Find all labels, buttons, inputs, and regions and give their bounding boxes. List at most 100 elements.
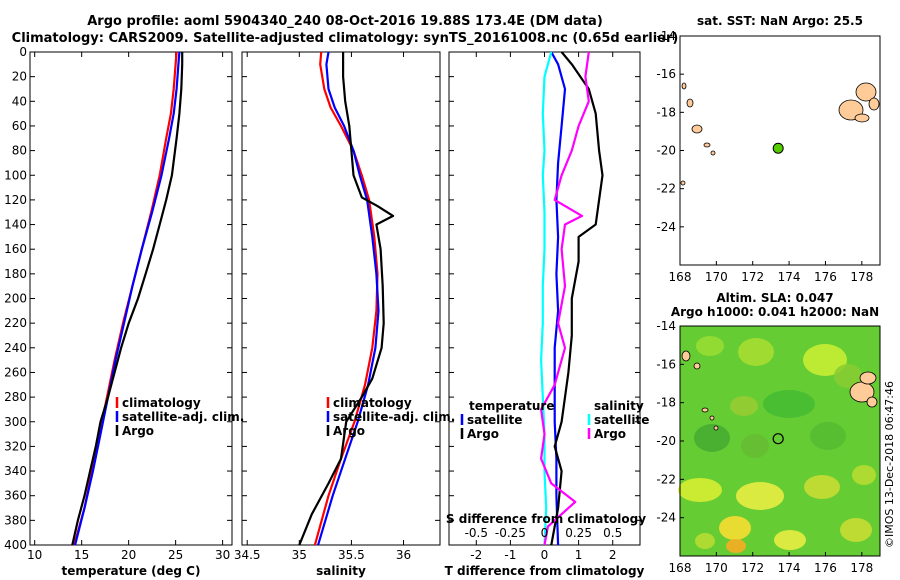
series-line-t-argo — [550, 51, 604, 546]
sla-map-panel: 168 170 172 174 176 178 -14 -16 -18 -20 -22 -24 Alti… — [656, 291, 881, 575]
x-tick-label: 174 — [778, 561, 801, 575]
y-tick-label: -24 — [656, 511, 676, 525]
legend-label: climatology — [122, 396, 201, 410]
legend-label: Argo — [122, 424, 154, 438]
legend-label: satellite — [467, 413, 522, 427]
island-shape — [710, 150, 716, 156]
sla-anomaly-blob — [763, 390, 815, 418]
island-shape — [681, 350, 691, 362]
x-tick-label: 174 — [778, 270, 801, 284]
series-line-argo — [298, 52, 395, 546]
y-tick-label: 220 — [4, 316, 27, 330]
legend-right-title: salinity — [594, 399, 644, 413]
argo-float-marker — [772, 142, 784, 154]
y-tick-label: -14 — [656, 319, 676, 333]
x-tick-label: 0 — [541, 548, 549, 562]
x-tick-label: 35.5 — [338, 548, 365, 562]
island-shape — [859, 371, 877, 385]
x-tick-label: 25 — [168, 548, 183, 562]
sla-anomaly-blob — [726, 539, 746, 553]
sst-map-panel: 168 170 172 174 176 178 -14 -16 -18 -20 -22 -24 sat.… — [656, 14, 881, 284]
y-tick-label: 400 — [4, 538, 27, 552]
x-tick-label: 172 — [741, 270, 764, 284]
y-tick-label: 260 — [4, 365, 27, 379]
y-tick-label: 160 — [4, 242, 27, 256]
y-tick-label: 240 — [4, 341, 27, 355]
y-tick-label: 280 — [4, 390, 27, 404]
island-shape — [701, 407, 709, 413]
y-tick-label: 320 — [4, 439, 27, 453]
sla-anomaly-blob — [774, 530, 806, 550]
salinity-xlabel: salinity — [316, 564, 366, 578]
y-tick-label: 380 — [4, 513, 27, 527]
x-tick-label: -2 — [470, 548, 482, 562]
series-line-s-satellite — [539, 51, 553, 546]
x-tick-label: 176 — [814, 561, 837, 575]
y-tick-label: -24 — [656, 220, 676, 234]
sla-anomaly-blob — [695, 533, 715, 549]
series-line-satellite-adj-clim- — [74, 51, 181, 546]
legend-label: Argo — [594, 427, 626, 441]
s-tick-label: 0.25 — [565, 526, 592, 540]
s-tick-label: 0 — [541, 526, 549, 540]
series-line-s-argo — [539, 51, 590, 546]
legend-label: Argo — [467, 427, 499, 441]
plots-layer: 0204060801001201401601802002202402602803… — [4, 14, 881, 578]
x-tick-label: 30 — [215, 548, 230, 562]
legend-label: Argo — [333, 424, 365, 438]
sla-anomaly-blob — [804, 475, 840, 499]
island-shape — [680, 180, 686, 186]
y-tick-label: 40 — [12, 94, 27, 108]
x-tick-label: 168 — [669, 270, 692, 284]
y-tick-label: 340 — [4, 464, 27, 478]
y-tick-label: 80 — [12, 144, 27, 158]
island-shape — [713, 425, 719, 431]
title-line-2: Climatology: CARS2009. Satellite-adjuste… — [12, 31, 679, 46]
x-tick-label: 34.5 — [234, 548, 261, 562]
y-tick-label: 180 — [4, 267, 27, 281]
y-tick-label: 140 — [4, 218, 27, 232]
y-tick-label: 0 — [19, 45, 27, 59]
sla-anomaly-blob — [803, 344, 847, 376]
salinity-panel: 34.5 35 35.5 36 salinity climatologysatellite… — [234, 51, 455, 578]
s-tick-label: -0.5 — [465, 526, 488, 540]
island-shape — [681, 82, 687, 90]
s-tick-label: 0.5 — [603, 526, 622, 540]
sla-anomaly-blob — [730, 396, 758, 416]
x-tick-label: 36 — [396, 548, 411, 562]
y-tick-label: -14 — [656, 29, 676, 43]
x-tick-label: 176 — [814, 270, 837, 284]
y-tick-label: 360 — [4, 489, 27, 503]
y-tick-label: -16 — [656, 357, 676, 371]
y-tick-label: 200 — [4, 292, 27, 306]
series-line-argo — [71, 52, 184, 546]
island-shape — [686, 98, 694, 108]
x-tick-label: 20 — [121, 548, 136, 562]
y-tick-label: 120 — [4, 193, 27, 207]
x-tick-label: 10 — [27, 548, 42, 562]
y-tick-label: -22 — [656, 472, 676, 486]
sla-anomaly-blob — [810, 422, 846, 450]
x-tick-label: 178 — [850, 270, 873, 284]
sla-anomaly-blob — [738, 338, 774, 366]
x-tick-label: 168 — [669, 561, 692, 575]
x-tick-label: 1 — [575, 548, 583, 562]
temperature-axes-box — [29, 51, 233, 546]
sla-anomaly-blob — [834, 364, 862, 388]
series-line-satellite-adj-clim- — [317, 51, 380, 546]
island-shape — [703, 142, 711, 148]
temperature-panel: 0 20 40 60 80 100 120 140 160 180 200 220 240 260 280 3… — [4, 45, 244, 578]
difference-xlabel: T difference from climatology — [445, 564, 645, 578]
y-tick-label: -20 — [656, 434, 676, 448]
y-tick-label: 300 — [4, 415, 27, 429]
s-tick-label: -0.25 — [495, 526, 526, 540]
sla-anomaly-blob — [696, 336, 724, 356]
title-line-1: Argo profile: aoml 5904340_240 08-Oct-20… — [87, 14, 603, 29]
y-tick-label: -20 — [656, 144, 676, 158]
y-tick-label: -16 — [656, 67, 676, 81]
island-shape — [693, 362, 701, 370]
sla-anomaly-blob — [694, 424, 730, 452]
y-tick-label: 100 — [4, 168, 27, 182]
